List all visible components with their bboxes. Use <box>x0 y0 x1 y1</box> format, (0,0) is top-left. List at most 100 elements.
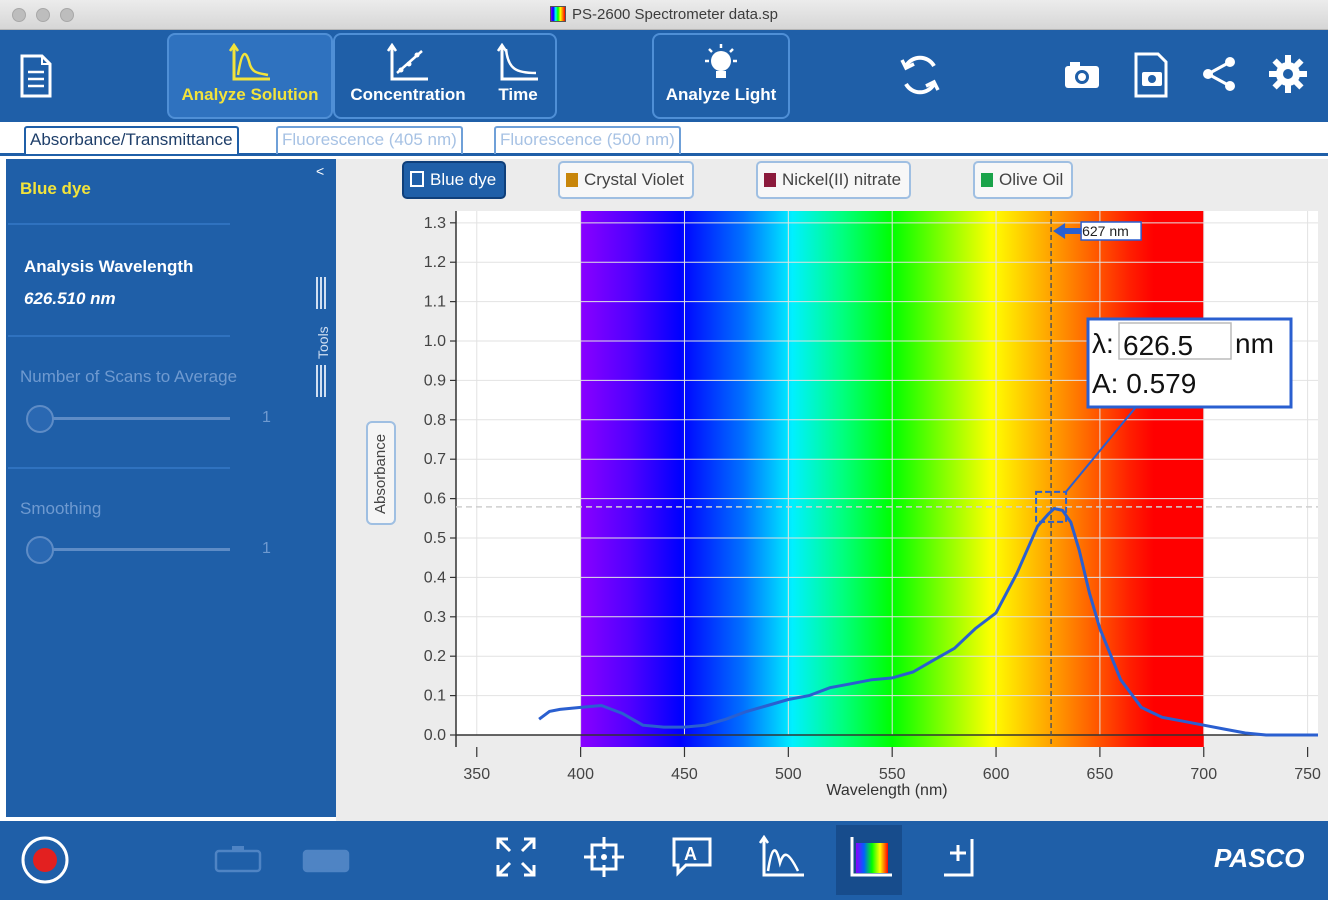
lambda-input[interactable]: 626.5 <box>1123 330 1193 361</box>
document-icon <box>20 54 52 98</box>
zoom-window-button[interactable] <box>60 8 74 22</box>
window-title: PS-2600 Spectrometer data.sp <box>0 6 1328 23</box>
analysis-tabs: Absorbance/Transmittance Fluorescence (4… <box>0 122 1328 156</box>
tools-sidebar: < Blue dye Analysis Wavelength 626.510 n… <box>6 159 336 817</box>
annotation-button[interactable]: A <box>670 835 714 884</box>
close-window-button[interactable] <box>12 8 26 22</box>
collapse-sidebar-button[interactable]: < <box>316 163 325 179</box>
y-tick-label: 1.0 <box>424 333 446 350</box>
lambda-input-box[interactable] <box>1118 322 1232 360</box>
window-titlebar: PS-2600 Spectrometer data.sp <box>0 0 1328 30</box>
svg-text:A: A <box>684 844 697 864</box>
tab-fluorescence-405[interactable]: Fluorescence (405 nm) <box>276 126 463 154</box>
analyze-solution-button[interactable]: Analyze Solution <box>169 35 331 117</box>
cuvette-filled-icon <box>302 849 350 873</box>
y-tick-label: 0.6 <box>424 491 446 508</box>
record-button[interactable] <box>20 835 70 890</box>
legend-nickel-nitrate[interactable]: Nickel(II) nitrate <box>756 161 912 199</box>
marker-arrow-icon <box>1053 223 1082 239</box>
x-axis-label: Wavelength (nm) <box>826 782 947 799</box>
lightbulb-icon <box>705 44 737 78</box>
scans-slider-track[interactable] <box>40 417 230 420</box>
y-tick-label: 0.7 <box>424 451 446 468</box>
tools-drawer-handle[interactable]: Tools <box>312 277 332 409</box>
gear-icon <box>1269 55 1307 93</box>
annotation-icon: A <box>672 837 712 877</box>
y-axis-ticks: 0.0 0.1 0.2 0.3 0.4 0.5 0.6 0.7 0.8 0.9 1.0 1.1 1.2 1… <box>424 215 456 744</box>
sidebar-divider <box>8 223 230 225</box>
x-tick-label: 450 <box>671 766 698 783</box>
main-toolbar: Analyze Solution Concentration T <box>0 30 1328 122</box>
y-axis-selector-button[interactable]: Absorbance <box>366 421 396 525</box>
wavelength-marker[interactable]: 627 nm <box>1053 221 1142 241</box>
x-tick-label: 500 <box>775 766 802 783</box>
x-tick-label: 350 <box>463 766 490 783</box>
add-coordinates-button[interactable] <box>938 835 982 884</box>
time-button[interactable]: Time <box>481 35 555 117</box>
cuvette-icon <box>214 846 262 873</box>
scale-to-fit-button[interactable] <box>494 835 538 884</box>
crosshair-icon <box>584 837 624 877</box>
smoothing-slider-track[interactable] <box>40 548 230 551</box>
x-tick-label: 600 <box>983 766 1010 783</box>
sidebar-divider <box>8 467 230 469</box>
smoothing-label: Smoothing <box>20 499 102 518</box>
sync-button[interactable] <box>896 52 944 103</box>
y-tick-label: 0.4 <box>424 569 446 586</box>
record-icon <box>21 836 69 884</box>
y-tick-label: 1.2 <box>424 254 446 271</box>
snapshot-button[interactable] <box>1132 52 1172 103</box>
marker-label-box <box>1080 221 1142 241</box>
keep-sample-button <box>214 845 262 880</box>
analysis-wavelength-label: Analysis Wavelength <box>24 257 194 276</box>
cursor-point-marker[interactable] <box>1035 490 1068 523</box>
x-tick-label: 400 <box>567 766 594 783</box>
olive-oil-swatch <box>981 173 993 187</box>
marker-label: 627 nm <box>1082 223 1129 239</box>
bottom-toolbar: A PASCO <box>0 821 1328 900</box>
absorbance-readout: A: 0.579 <box>1092 368 1196 399</box>
snapshot-icon <box>1134 52 1168 98</box>
smoothing-slider-thumb[interactable] <box>26 536 54 564</box>
camera-icon <box>1065 62 1099 88</box>
spectrum-color-icon <box>850 837 892 877</box>
coordinate-tool-button[interactable] <box>582 835 626 884</box>
coordinate-readout-box: λ: 626.5 nm A: 0.579 <box>1086 317 1293 409</box>
x-tick-label: 750 <box>1294 766 1321 783</box>
nickel-nitrate-swatch <box>764 173 776 187</box>
document-button[interactable] <box>18 54 54 103</box>
analyze-solution-group: Analyze Solution <box>167 33 333 119</box>
scans-to-average-label: Number of Scans to Average <box>20 367 238 386</box>
legend-olive-oil[interactable]: Olive Oil <box>973 161 1074 199</box>
settings-button[interactable] <box>1268 54 1308 99</box>
y-tick-label: 0.1 <box>424 688 446 705</box>
concentration-icon <box>386 43 428 81</box>
spectrum-color-toggle-button[interactable] <box>846 835 894 884</box>
legend-blue-dye[interactable]: Blue dye <box>402 161 507 199</box>
x-tick-label: 650 <box>1087 766 1114 783</box>
scans-value: 1 <box>262 409 271 426</box>
y-tick-label: 0.8 <box>424 412 446 429</box>
y-tick-label: 0.0 <box>424 727 446 744</box>
absorbance-chart[interactable]: 350 400 450 500 550 600 650 700 750 0.0 0.1 0.2 0.3… <box>336 159 1328 821</box>
camera-button[interactable] <box>1062 54 1102 99</box>
smoothing-value: 1 <box>262 540 271 557</box>
tab-absorbance-transmittance[interactable]: Absorbance/Transmittance <box>24 126 239 154</box>
tools-label: Tools <box>315 326 331 359</box>
minimize-window-button[interactable] <box>36 8 50 22</box>
readout-leader-line <box>1064 406 1137 494</box>
pasco-logo: PASCO <box>1214 843 1305 873</box>
tab-fluorescence-500[interactable]: Fluorescence (500 nm) <box>494 126 681 154</box>
grip-icon <box>316 365 328 397</box>
scans-slider-thumb[interactable] <box>26 405 54 433</box>
share-button[interactable] <box>1200 54 1240 99</box>
peak-analysis-button[interactable] <box>758 834 806 884</box>
concentration-button[interactable]: Concentration <box>335 35 481 117</box>
legend-crystal-violet[interactable]: Crystal Violet <box>558 161 694 199</box>
analyze-light-button[interactable]: Analyze Light <box>654 35 788 117</box>
blue-dye-swatch <box>410 171 424 187</box>
add-axis-icon <box>944 839 974 877</box>
time-icon <box>496 43 538 81</box>
sync-icon <box>900 55 940 95</box>
